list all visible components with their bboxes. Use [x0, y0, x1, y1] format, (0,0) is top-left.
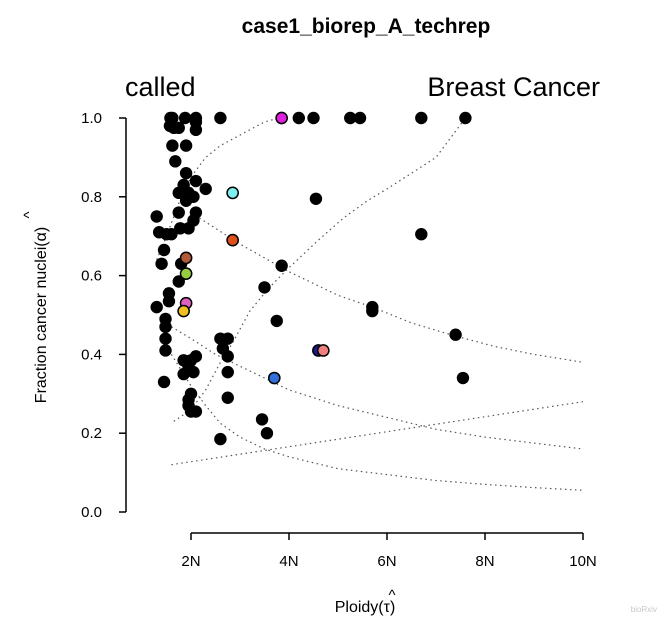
- data-point: [309, 192, 323, 205]
- x-tick-label: 4N: [279, 553, 298, 570]
- data-point: [172, 206, 185, 219]
- data-point: [187, 214, 200, 227]
- data-point: [415, 228, 428, 241]
- data-point: [189, 350, 203, 363]
- data-point: [187, 365, 200, 379]
- data-point: [165, 228, 178, 241]
- data-point: [155, 257, 168, 270]
- y-tick-label: 1.0: [81, 110, 102, 127]
- data-point: [270, 314, 283, 328]
- y-tick-label: 0.8: [81, 189, 102, 206]
- highlighted-data-point: [226, 233, 239, 247]
- y-axis-label-hat: ^: [21, 211, 38, 218]
- data-point: [169, 155, 182, 168]
- data-point: [292, 111, 305, 125]
- data-point: [275, 259, 288, 272]
- data-point: [214, 111, 227, 125]
- data-point: [159, 332, 172, 345]
- highlighted-data-point: [316, 344, 330, 357]
- corner-label-cancer-type: Breast Cancer: [427, 72, 600, 102]
- highlighted-points: [177, 111, 330, 385]
- highlighted-data-point: [179, 267, 193, 280]
- chart-title: case1_biorep_A_techrep: [242, 15, 491, 38]
- data-point: [260, 427, 274, 440]
- y-axis-label: Fraction cancer nuclei(α): [33, 227, 50, 403]
- data-point: [177, 367, 190, 381]
- data-point: [344, 111, 357, 125]
- y-tick-label: 0.4: [81, 346, 102, 363]
- data-point: [221, 332, 234, 345]
- data-point: [255, 413, 269, 426]
- highlighted-data-point: [179, 251, 193, 265]
- reference-curve-4: [171, 326, 584, 450]
- y-tick-label: 0.2: [81, 425, 102, 442]
- data-point: [415, 111, 428, 125]
- x-axis-label: Ploidy(τ): [335, 599, 396, 616]
- data-point: [189, 174, 203, 188]
- data-point: [162, 295, 176, 308]
- highlighted-data-point: [267, 371, 281, 385]
- data-point: [187, 190, 200, 203]
- data-point: [221, 365, 234, 379]
- data-point: [157, 243, 171, 257]
- y-tick-label: 0.6: [81, 268, 102, 285]
- data-point: [172, 275, 185, 288]
- highlighted-data-point: [226, 186, 239, 200]
- reference-curve-3: [190, 212, 584, 363]
- data-point: [189, 123, 203, 137]
- data-point: [178, 111, 192, 125]
- x-axis-ticks: 2N 4N 6N 8N 10N: [181, 533, 597, 570]
- data-point: [366, 304, 379, 318]
- data-point: [221, 350, 234, 363]
- data-point: [150, 210, 163, 223]
- x-tick-label: 8N: [475, 553, 494, 570]
- data-point: [258, 281, 271, 294]
- watermark: bioRxiv: [631, 605, 657, 614]
- data-points: [150, 111, 472, 446]
- data-point: [199, 182, 212, 196]
- reference-curves: [156, 117, 584, 491]
- x-axis-label-hat: ^: [388, 587, 395, 604]
- data-point: [449, 328, 462, 341]
- data-point: [459, 111, 472, 125]
- reference-curve-6: [171, 401, 584, 466]
- data-point: [214, 432, 227, 446]
- reference-curve-2: [173, 117, 466, 422]
- y-tick-label: 0.0: [81, 504, 102, 521]
- data-point: [150, 300, 163, 314]
- x-tick-label: 2N: [181, 553, 200, 570]
- data-point: [172, 186, 185, 200]
- data-point: [179, 166, 193, 180]
- y-axis-ticks: 0.0 0.2 0.4 0.6 0.8 1.0: [81, 110, 126, 521]
- highlighted-data-point: [177, 304, 190, 318]
- data-point: [221, 391, 234, 404]
- data-point: [166, 139, 179, 152]
- data-point: [189, 405, 203, 418]
- data-point: [159, 320, 172, 334]
- data-point: [353, 111, 367, 125]
- data-point: [179, 139, 193, 152]
- reference-curve-5: [170, 354, 584, 491]
- data-point: [157, 375, 171, 389]
- corner-label-called: called: [125, 72, 196, 102]
- x-tick-label: 6N: [377, 553, 396, 570]
- highlighted-data-point: [275, 111, 288, 125]
- data-point: [159, 344, 172, 357]
- data-point: [456, 371, 470, 385]
- x-tick-label: 10N: [569, 553, 597, 570]
- data-point: [172, 121, 185, 135]
- data-point: [307, 111, 320, 125]
